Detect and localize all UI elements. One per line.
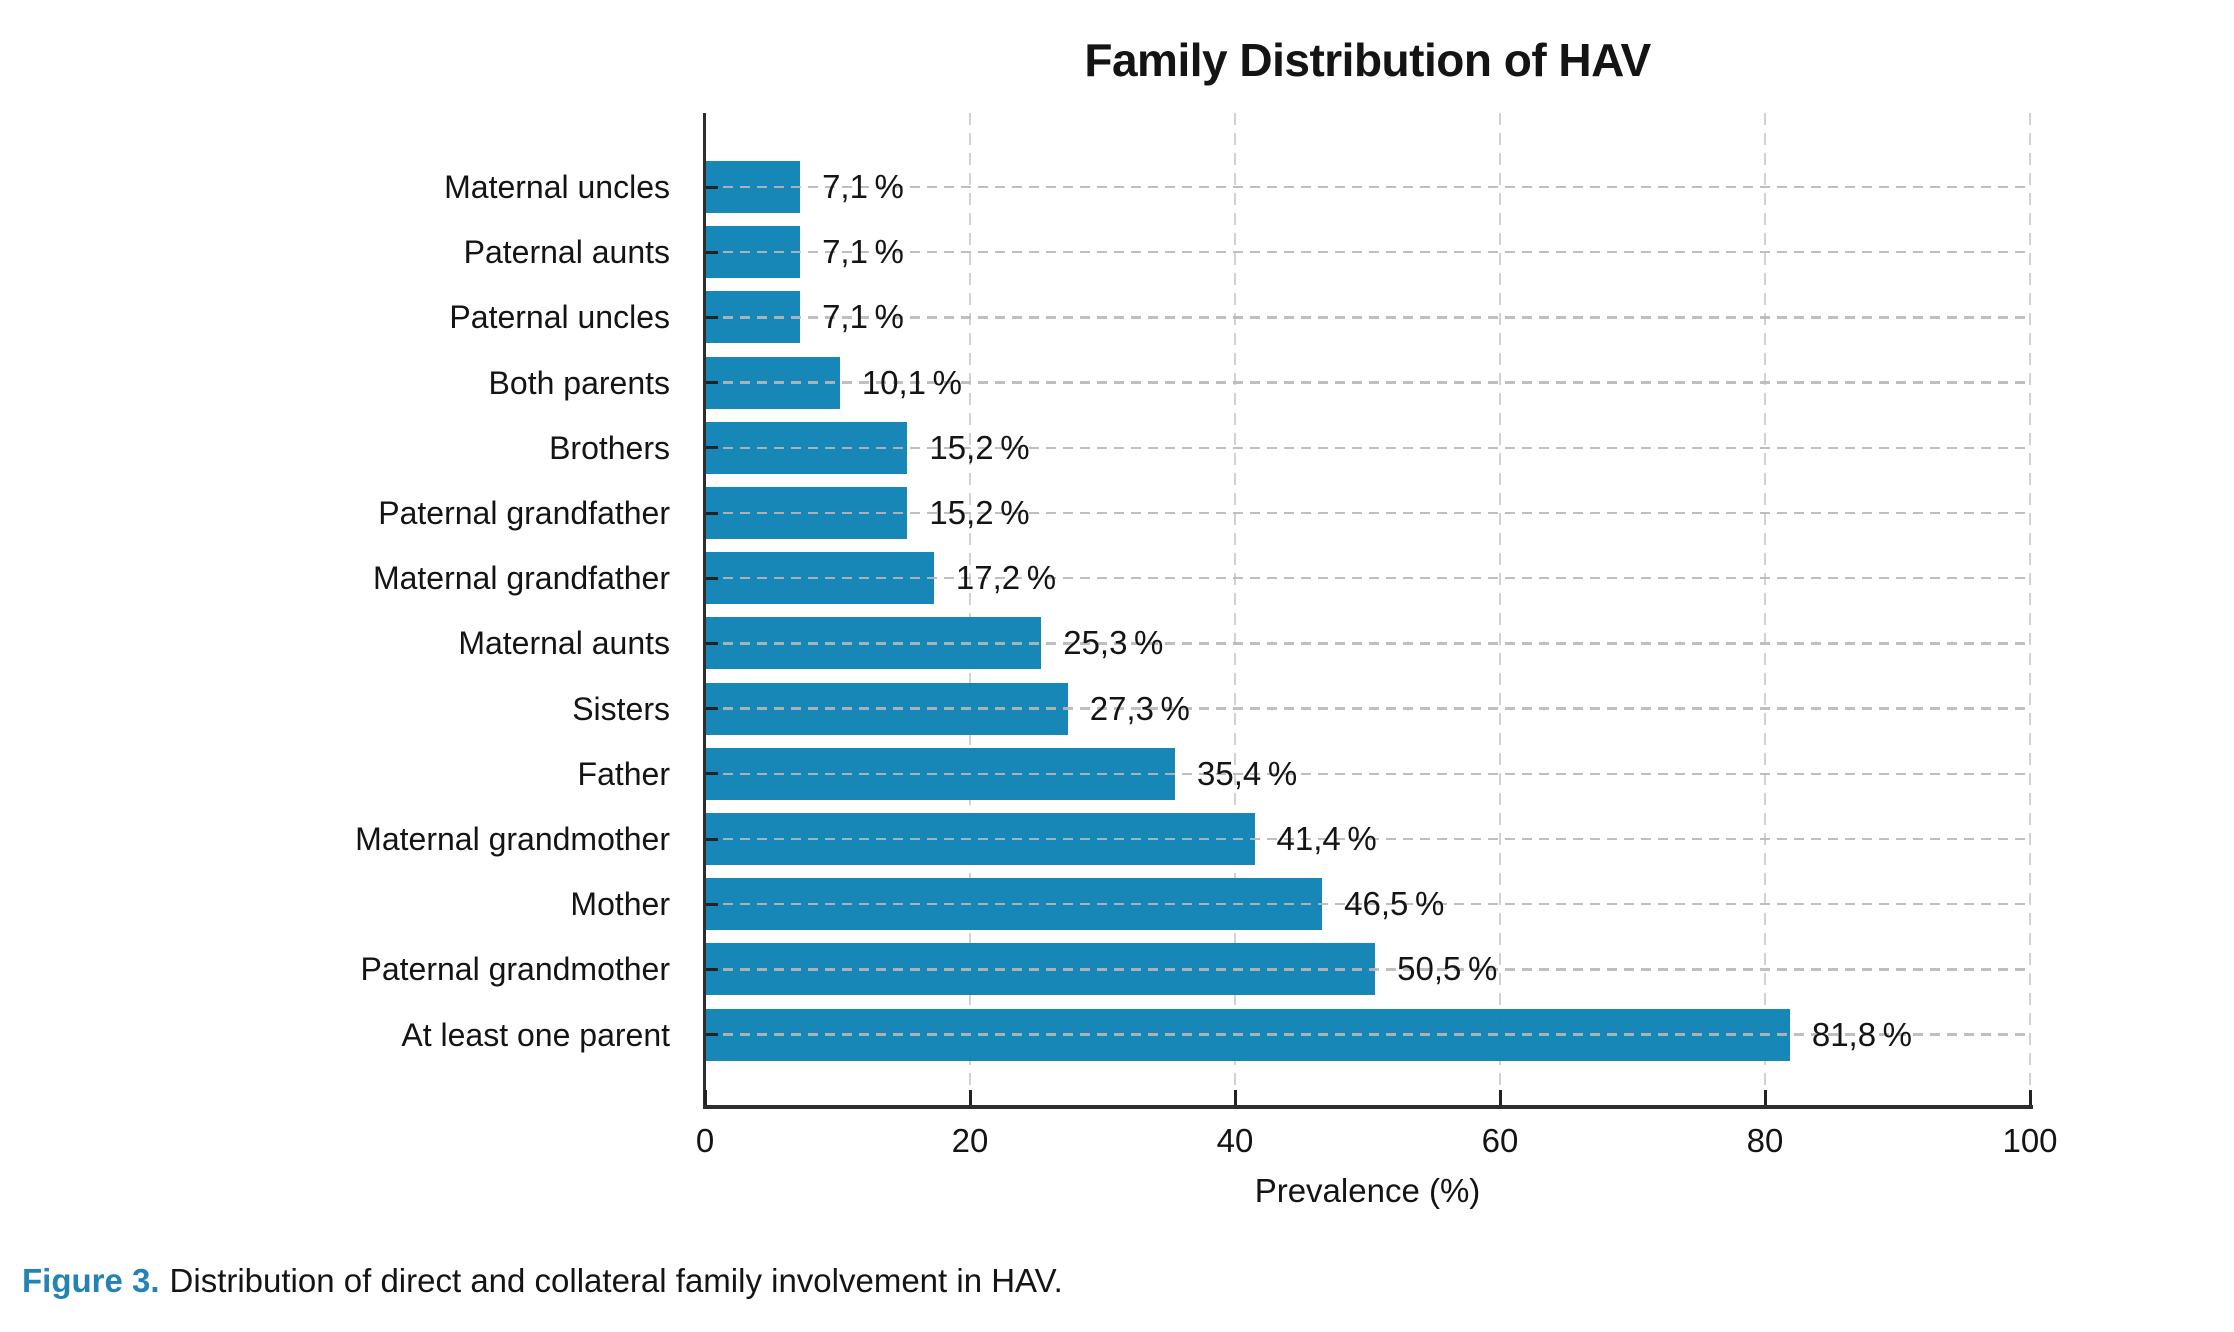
horizontal-gridline <box>706 185 2030 189</box>
bar-value-label: 41,4 % <box>1276 820 1377 857</box>
bar-value-label: 15,2 % <box>929 428 1030 466</box>
x-axis-tick <box>2028 1090 2032 1105</box>
category-label: Brothers <box>549 429 670 466</box>
x-axis-tick <box>703 1090 707 1105</box>
horizontal-gridline <box>706 446 2030 450</box>
bar-value-label: 81,8 % <box>1811 1015 1913 1053</box>
x-axis-line <box>703 1105 2033 1109</box>
figure-caption: Figure 3. Distribution of direct and coll… <box>22 1262 1063 1300</box>
category-label: Both parents <box>488 364 670 401</box>
bar-value-label: 15,2 % <box>929 494 1030 531</box>
category-label: Mother <box>570 886 670 923</box>
bar-value-label: 35,4 % <box>1197 754 1298 792</box>
bar-value-label: 7,1 % <box>822 168 904 205</box>
x-axis-tick <box>1233 1090 1237 1105</box>
x-tick-label: 80 <box>1746 1122 1784 1159</box>
bar-value-label: 7,1 % <box>822 233 904 271</box>
bar-value-label: 25,3 % <box>1063 624 1164 662</box>
vertical-gridline <box>968 113 972 1105</box>
horizontal-gridline <box>706 642 2030 645</box>
y-axis-tick <box>705 185 718 189</box>
x-tick-label: 60 <box>1481 1122 1519 1159</box>
x-axis-tick <box>1763 1090 1767 1105</box>
category-label: At least one parent <box>401 1016 670 1053</box>
bar-value-label: 46,5 % <box>1344 885 1445 923</box>
y-axis-tick <box>705 250 718 254</box>
horizontal-gridline <box>706 250 2030 254</box>
vertical-gridline <box>2028 113 2032 1105</box>
y-axis-tick <box>705 511 718 515</box>
category-label: Father <box>577 755 670 792</box>
x-tick-label: 0 <box>695 1122 715 1159</box>
bar-value-label: 17,2 % <box>955 559 1057 597</box>
figure-caption-label: Figure 3. <box>22 1262 160 1299</box>
x-tick-label: 40 <box>1216 1122 1254 1159</box>
y-axis-tick <box>705 707 718 711</box>
bar-value-label: 50,5 % <box>1397 950 1498 988</box>
category-label: Maternal grandmother <box>355 821 670 857</box>
vertical-gridline <box>1498 113 1502 1105</box>
category-label: Paternal grandfather <box>378 495 670 531</box>
y-axis-line <box>703 113 706 1108</box>
horizontal-gridline <box>706 707 2030 710</box>
horizontal-gridline <box>706 968 2030 971</box>
y-axis-tick <box>705 576 718 580</box>
y-axis-tick <box>705 1033 718 1037</box>
category-label: Paternal uncles <box>449 299 670 336</box>
figure-caption-text: Distribution of direct and collateral fa… <box>169 1262 1063 1299</box>
horizontal-gridline <box>706 381 2030 384</box>
x-axis-title: Prevalence (%) <box>1254 1172 1481 1209</box>
y-axis-tick <box>705 381 718 385</box>
y-axis-tick <box>705 772 718 776</box>
category-label: Sisters <box>572 690 670 727</box>
y-axis-tick <box>705 902 718 906</box>
x-tick-label: 20 <box>951 1122 989 1159</box>
y-axis-tick <box>705 315 718 319</box>
category-label: Paternal grandmother <box>360 951 670 988</box>
horizontal-gridline <box>706 902 2030 906</box>
horizontal-gridline <box>706 1033 2030 1036</box>
bar-value-label: 7,1 % <box>822 298 904 336</box>
horizontal-gridline <box>706 316 2030 319</box>
x-axis-tick <box>1498 1090 1502 1105</box>
horizontal-gridline <box>706 837 2030 841</box>
y-axis-tick <box>705 446 718 450</box>
category-label: Paternal aunts <box>463 234 670 271</box>
category-label: Maternal aunts <box>458 625 670 662</box>
category-label: Maternal uncles <box>444 169 670 205</box>
y-axis-tick <box>705 641 718 645</box>
x-tick-label: 100 <box>2002 1122 2058 1159</box>
x-axis-tick <box>968 1090 972 1105</box>
chart-title: Family Distribution of HAV <box>1084 34 1651 86</box>
y-axis-tick <box>705 837 718 841</box>
bar-value-label: 10,1 % <box>861 363 962 401</box>
vertical-gridline <box>1763 113 1767 1105</box>
horizontal-gridline <box>706 576 2030 580</box>
vertical-gridline <box>1233 113 1237 1105</box>
category-label: Maternal grandfather <box>372 560 670 597</box>
horizontal-gridline <box>706 511 2030 515</box>
bar-value-label: 27,3 % <box>1089 689 1190 727</box>
y-axis-tick <box>705 967 718 971</box>
horizontal-gridline <box>706 772 2030 776</box>
